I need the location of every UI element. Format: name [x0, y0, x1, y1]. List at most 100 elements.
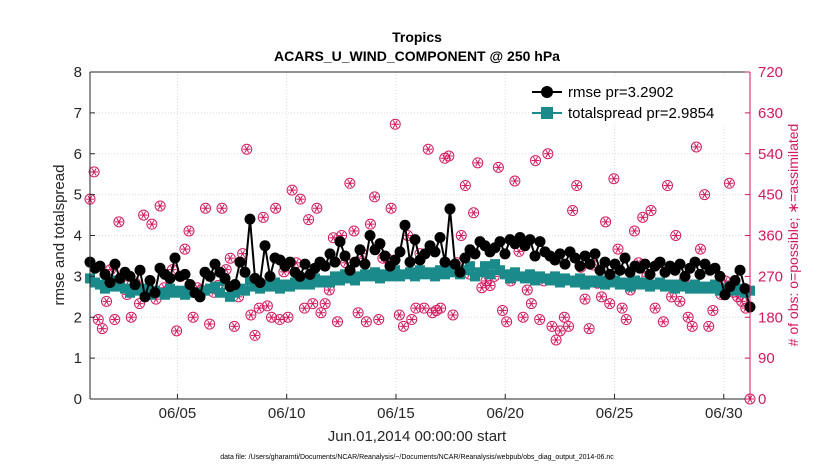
obs-marker [723, 177, 735, 189]
obs-marker [228, 320, 240, 332]
y-right-tick-label: 90 [758, 350, 775, 367]
legend: rmse pr=3.2902 totalspread pr=2.9854 [530, 78, 740, 124]
obs-marker [620, 314, 632, 326]
rmse-point [574, 260, 586, 272]
y-tick-label: 3 [74, 268, 82, 285]
obs-marker [435, 302, 447, 314]
x-tick-label: 06/05 [159, 405, 197, 422]
rmse-point [299, 258, 311, 270]
rmse-point [534, 236, 546, 248]
y-tick-label: 7 [74, 105, 82, 122]
rmse-point [674, 258, 686, 270]
rmse-point [244, 213, 256, 225]
y-tick-label: 4 [74, 228, 82, 245]
totalspread-point [210, 281, 220, 292]
obs-marker [612, 243, 624, 255]
rmse-point [349, 256, 361, 268]
rmse-point [434, 232, 446, 244]
footer-text: data file: /Users/gharamti/Documents/NCA… [220, 454, 614, 461]
obs-marker [224, 252, 236, 264]
obs-marker [138, 209, 150, 221]
rmse-point [144, 274, 156, 286]
rmse-point [604, 268, 616, 280]
rmse-point [639, 258, 651, 270]
x-tick-label: 06/25 [596, 405, 634, 422]
rmse-point [124, 270, 136, 282]
obs-marker [662, 180, 673, 192]
rmse-point [129, 279, 141, 291]
rmse-point [449, 258, 461, 270]
obs-marker [410, 302, 422, 314]
obs-marker [113, 216, 125, 228]
rmse-point [359, 258, 371, 270]
x-tick-label: 06/20 [486, 405, 524, 422]
obs-marker [468, 207, 480, 219]
totalspread-point [180, 289, 190, 300]
obs-marker [629, 225, 640, 237]
totalspread-point [480, 261, 490, 272]
obs-marker [204, 318, 216, 330]
y-right-tick-label: 270 [758, 268, 783, 285]
obs-marker [707, 304, 719, 316]
y-tick-label: 2 [74, 309, 82, 326]
rmse-point [354, 244, 366, 256]
totalspread-point [475, 267, 485, 278]
obs-marker [657, 316, 669, 328]
y-tick-label: 1 [74, 350, 82, 367]
rmse-point [164, 272, 176, 284]
totalspread-point [440, 269, 450, 280]
obs-marker [146, 218, 158, 230]
rmse-point [104, 277, 116, 289]
obs-marker [509, 175, 521, 187]
totalspread-point [575, 273, 585, 284]
rmse-point [694, 268, 706, 280]
obs-marker [579, 293, 591, 305]
rmse-point [234, 256, 246, 268]
obs-marker [249, 329, 261, 341]
rmse-point [169, 252, 181, 264]
rmse-point [644, 268, 656, 280]
obs-marker [406, 314, 418, 326]
obs-marker [422, 143, 434, 155]
rmse-point [729, 274, 741, 286]
obs-marker [418, 302, 430, 314]
rmse-point [204, 270, 216, 282]
rmse-point [584, 258, 596, 270]
obs-marker [393, 309, 405, 321]
rmse-point [689, 256, 701, 268]
obs-marker [101, 295, 112, 307]
obs-marker [385, 202, 397, 214]
obs-marker [443, 150, 455, 162]
rmse-point [329, 256, 341, 268]
obs-marker [492, 161, 504, 173]
obs-marker [563, 320, 574, 332]
totalspread-point [125, 287, 135, 298]
obs-marker [604, 298, 616, 310]
totalspread-point [490, 259, 500, 270]
obs-marker [389, 118, 401, 130]
y-axis-label: rmse and totalspread [51, 165, 68, 306]
y-tick-label: 6 [74, 146, 82, 163]
rmse-point [254, 277, 266, 289]
rmse-point [194, 291, 206, 303]
obs-marker [216, 202, 228, 214]
obs-marker [348, 225, 360, 237]
totalspread-point [305, 279, 315, 290]
rmse-point [394, 246, 406, 258]
rmse-point [739, 283, 751, 295]
rmse-point [599, 256, 611, 268]
rmse-point [239, 266, 251, 278]
x-axis-label: Jun.01,2014 00:00:00 start [328, 428, 507, 445]
obs-marker [699, 189, 711, 201]
obs-marker [501, 316, 513, 328]
chart-title: Tropics [392, 29, 442, 45]
obs-marker [649, 302, 661, 314]
obs-marker [245, 309, 257, 321]
obs-marker [319, 298, 331, 310]
rmse-point [219, 272, 231, 284]
ticks: 06/05 06/10 06/15 06/20 06/25 06/30 0 1 2 3 4 5 6 7 8 0… [74, 64, 783, 422]
obs-marker [521, 284, 533, 296]
obs-marker [567, 205, 579, 217]
totalspread-point [160, 289, 170, 300]
